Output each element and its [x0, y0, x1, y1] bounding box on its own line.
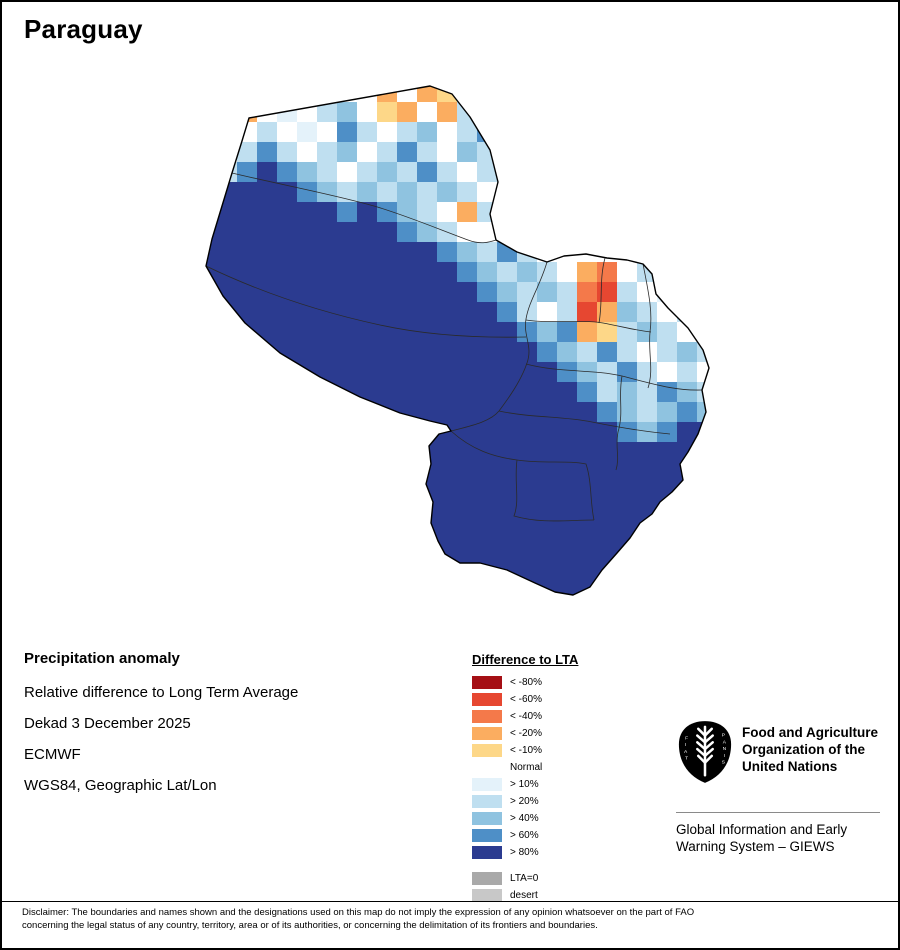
- legend-item: Normal: [472, 759, 578, 776]
- legend-item: > 80%: [472, 844, 578, 861]
- footer-divider: [2, 901, 898, 902]
- legend-label: < -40%: [510, 711, 542, 722]
- legend-item: desert: [472, 887, 578, 904]
- legend-swatch: [472, 761, 502, 774]
- legend-swatch: [472, 693, 502, 706]
- svg-text:I: I: [685, 742, 686, 748]
- legend-swatch: [472, 727, 502, 740]
- legend-swatch: [472, 744, 502, 757]
- legend-item: > 10%: [472, 776, 578, 793]
- legend-item: < -10%: [472, 742, 578, 759]
- page-title: Paraguay: [24, 14, 143, 44]
- legend-label: < -10%: [510, 745, 542, 756]
- legend-label: > 10%: [510, 779, 539, 790]
- legend-swatch: [472, 710, 502, 723]
- svg-text:F: F: [685, 735, 688, 741]
- legend-item: < -40%: [472, 708, 578, 725]
- map-info-heading: Precipitation anomaly: [24, 650, 180, 667]
- legend-label: > 80%: [510, 847, 539, 858]
- legend-swatch: [472, 812, 502, 825]
- legend-item: > 40%: [472, 810, 578, 827]
- legend-label: < -80%: [510, 677, 542, 688]
- legend-item: LTA=0: [472, 870, 578, 887]
- legend-items: < -80% < -60% < -40% < -20% < -10% Normal > 10…: [472, 674, 578, 861]
- legend-item: < -60%: [472, 691, 578, 708]
- legend-title: Difference to LTA: [472, 652, 579, 667]
- disclaimer-line-1: Disclaimer: The boundaries and names sho…: [22, 907, 695, 918]
- map-info-projection: WGS84, Geographic Lat/Lon: [24, 777, 217, 794]
- map-info-subtitle: Relative difference to Long Term Average: [24, 684, 299, 701]
- legend-swatch: [472, 846, 502, 859]
- legend-item: < -80%: [472, 674, 578, 691]
- legend-swatch: [472, 872, 502, 885]
- legend-extra-items: LTA=0 desert: [472, 870, 578, 904]
- admin-boundaries: [206, 172, 703, 522]
- giews-label: Global Information and Early Warning Sys…: [676, 822, 848, 854]
- legend-label: > 40%: [510, 813, 539, 824]
- legend-swatch: [472, 676, 502, 689]
- map-info-source: ECMWF: [24, 746, 81, 763]
- legend-label: < -60%: [510, 694, 542, 705]
- fao-org-name: Food and Agriculture Organization of the…: [742, 725, 878, 774]
- legend-swatch: [472, 889, 502, 902]
- legend-label: Normal: [510, 762, 543, 773]
- wheat-icon: [696, 725, 714, 777]
- legend-swatch: [472, 778, 502, 791]
- legend-label: > 20%: [510, 796, 539, 807]
- svg-text:T: T: [685, 756, 688, 762]
- disclaimer: Disclaimer: The boundaries and names sho…: [22, 906, 694, 932]
- legend-label: > 60%: [510, 830, 539, 841]
- fao-divider: [676, 812, 880, 813]
- disclaimer-line-2: concerning the legal status of any count…: [22, 920, 598, 931]
- legend-swatch: [472, 795, 502, 808]
- legend-swatch: [472, 829, 502, 842]
- svg-text:A: A: [684, 749, 688, 755]
- svg-text:S: S: [722, 760, 725, 766]
- legend-item: > 20%: [472, 793, 578, 810]
- legend-label: LTA=0: [510, 873, 539, 884]
- legend-label: desert: [510, 890, 538, 901]
- legend: Difference to LTA < -80% < -60% < -40% < -2…: [472, 652, 578, 904]
- svg-text:I: I: [724, 753, 725, 759]
- map-info-dekad: Dekad 3 December 2025: [24, 715, 191, 732]
- country-outline: [205, 85, 710, 596]
- legend-item: < -20%: [472, 725, 578, 742]
- svg-text:P: P: [722, 733, 725, 739]
- svg-text:N: N: [723, 746, 727, 752]
- legend-item: > 60%: [472, 827, 578, 844]
- svg-text:A: A: [723, 739, 727, 745]
- legend-label: < -20%: [510, 728, 542, 739]
- map-info-block: Precipitation anomaly Relative differenc…: [24, 650, 298, 808]
